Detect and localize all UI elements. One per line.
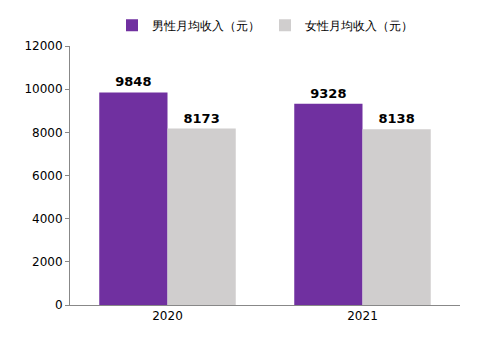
svg-text:女性月均收入（元）: 女性月均收入（元） <box>305 19 413 33</box>
svg-text:8173: 8173 <box>184 111 220 126</box>
svg-text:8000: 8000 <box>32 126 63 140</box>
svg-text:2000: 2000 <box>32 255 63 269</box>
svg-text:9328: 9328 <box>310 86 346 101</box>
svg-text:4000: 4000 <box>32 212 63 226</box>
svg-text:0: 0 <box>55 298 63 312</box>
svg-text:10000: 10000 <box>24 82 62 96</box>
svg-text:12000: 12000 <box>24 39 62 53</box>
svg-text:2021: 2021 <box>347 309 378 323</box>
svg-text:男性月均收入（元）: 男性月均收入（元） <box>152 19 260 33</box>
svg-text:8138: 8138 <box>379 111 415 126</box>
svg-text:6000: 6000 <box>32 169 63 183</box>
svg-text:2020: 2020 <box>152 309 183 323</box>
svg-text:9848: 9848 <box>115 74 151 89</box>
